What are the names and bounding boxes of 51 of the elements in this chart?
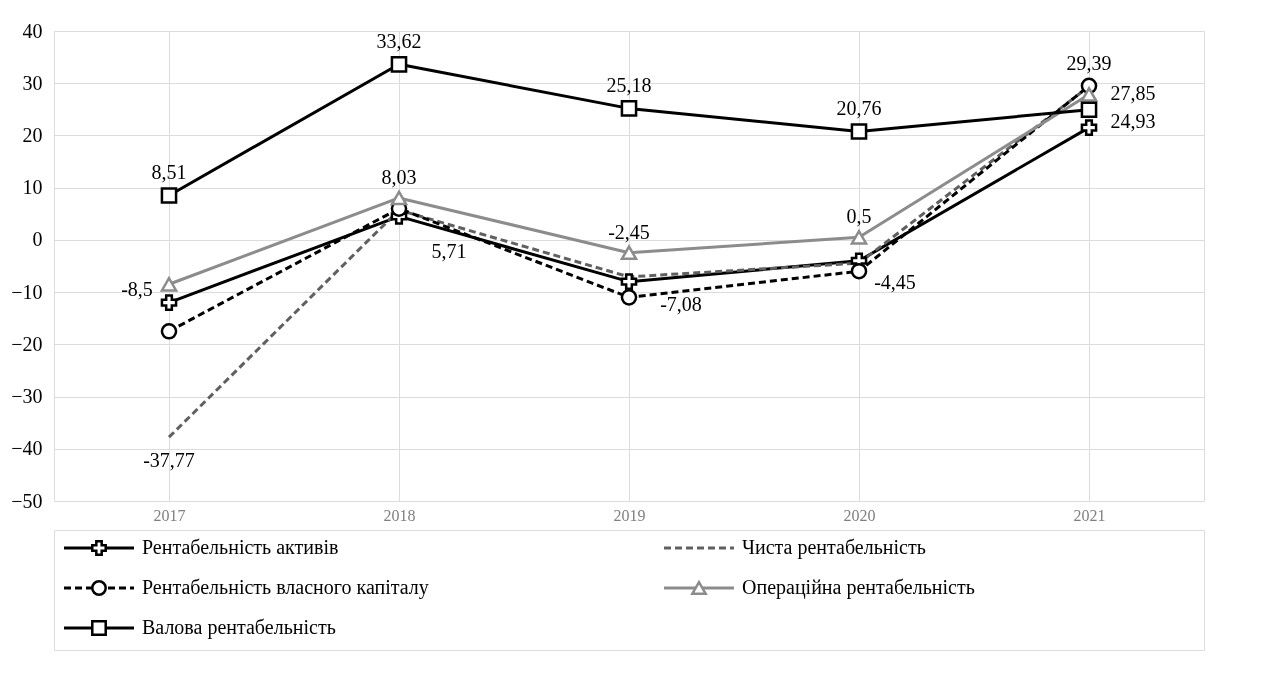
point xyxy=(620,100,638,117)
point xyxy=(160,322,178,340)
point xyxy=(160,187,178,204)
point xyxy=(850,229,868,245)
y-tick-label: −30 xyxy=(11,385,43,408)
point xyxy=(850,262,868,280)
x-tick-label: 2019 xyxy=(613,506,646,524)
point xyxy=(620,273,638,290)
data-label: -37,77 xyxy=(143,449,195,472)
data-label: 0,5 xyxy=(846,205,872,228)
y-tick-label: 20 xyxy=(22,123,43,146)
x-tick-label: 2017 xyxy=(153,506,186,524)
point xyxy=(390,56,408,73)
x-tick-label: 2018 xyxy=(383,506,416,524)
data-label: 33,62 xyxy=(376,30,422,53)
point xyxy=(850,123,868,140)
legend-label: Чиста рентабельність xyxy=(742,536,926,559)
y-tick-label: 0 xyxy=(32,228,43,251)
y-tick-label: 30 xyxy=(22,71,43,94)
legend-label: Рентабельність активів xyxy=(142,536,339,558)
point xyxy=(1080,101,1098,119)
point xyxy=(390,190,408,206)
point xyxy=(160,276,178,292)
data-label: 8,51 xyxy=(151,161,187,184)
point xyxy=(1080,87,1098,102)
y-tick-label: −40 xyxy=(11,437,43,460)
data-label: 24,93 xyxy=(1110,109,1156,132)
data-label: 20,76 xyxy=(836,97,882,120)
point xyxy=(620,245,638,261)
legend-label: Операційна рентабельність xyxy=(742,576,975,599)
y-tick-label: −50 xyxy=(11,489,43,512)
y-tick-label: 10 xyxy=(22,176,43,199)
y-tick-label: −10 xyxy=(11,280,43,303)
y-tick-label: −20 xyxy=(11,332,43,355)
data-label: -2,45 xyxy=(608,220,650,243)
legend-label: Рентабельність власного капіталу xyxy=(142,576,429,599)
x-tick-label: 2020 xyxy=(843,506,876,524)
data-label: 29,39 xyxy=(1066,52,1112,75)
data-label: -8,5 xyxy=(121,278,153,301)
y-tick-label: 40 xyxy=(22,19,43,42)
data-label: 27,85 xyxy=(1110,82,1156,105)
data-label: 25,18 xyxy=(606,74,652,97)
legend-label: Валова рентабельність xyxy=(142,616,336,639)
point xyxy=(160,294,178,311)
data-label: 5,71 xyxy=(431,240,467,263)
data-label: -7,08 xyxy=(660,292,702,315)
point xyxy=(620,289,638,306)
data-label: -4,45 xyxy=(874,271,916,294)
point xyxy=(1080,119,1098,136)
x-tick-label: 2021 xyxy=(1073,506,1106,524)
data-label: 8,03 xyxy=(381,165,417,188)
